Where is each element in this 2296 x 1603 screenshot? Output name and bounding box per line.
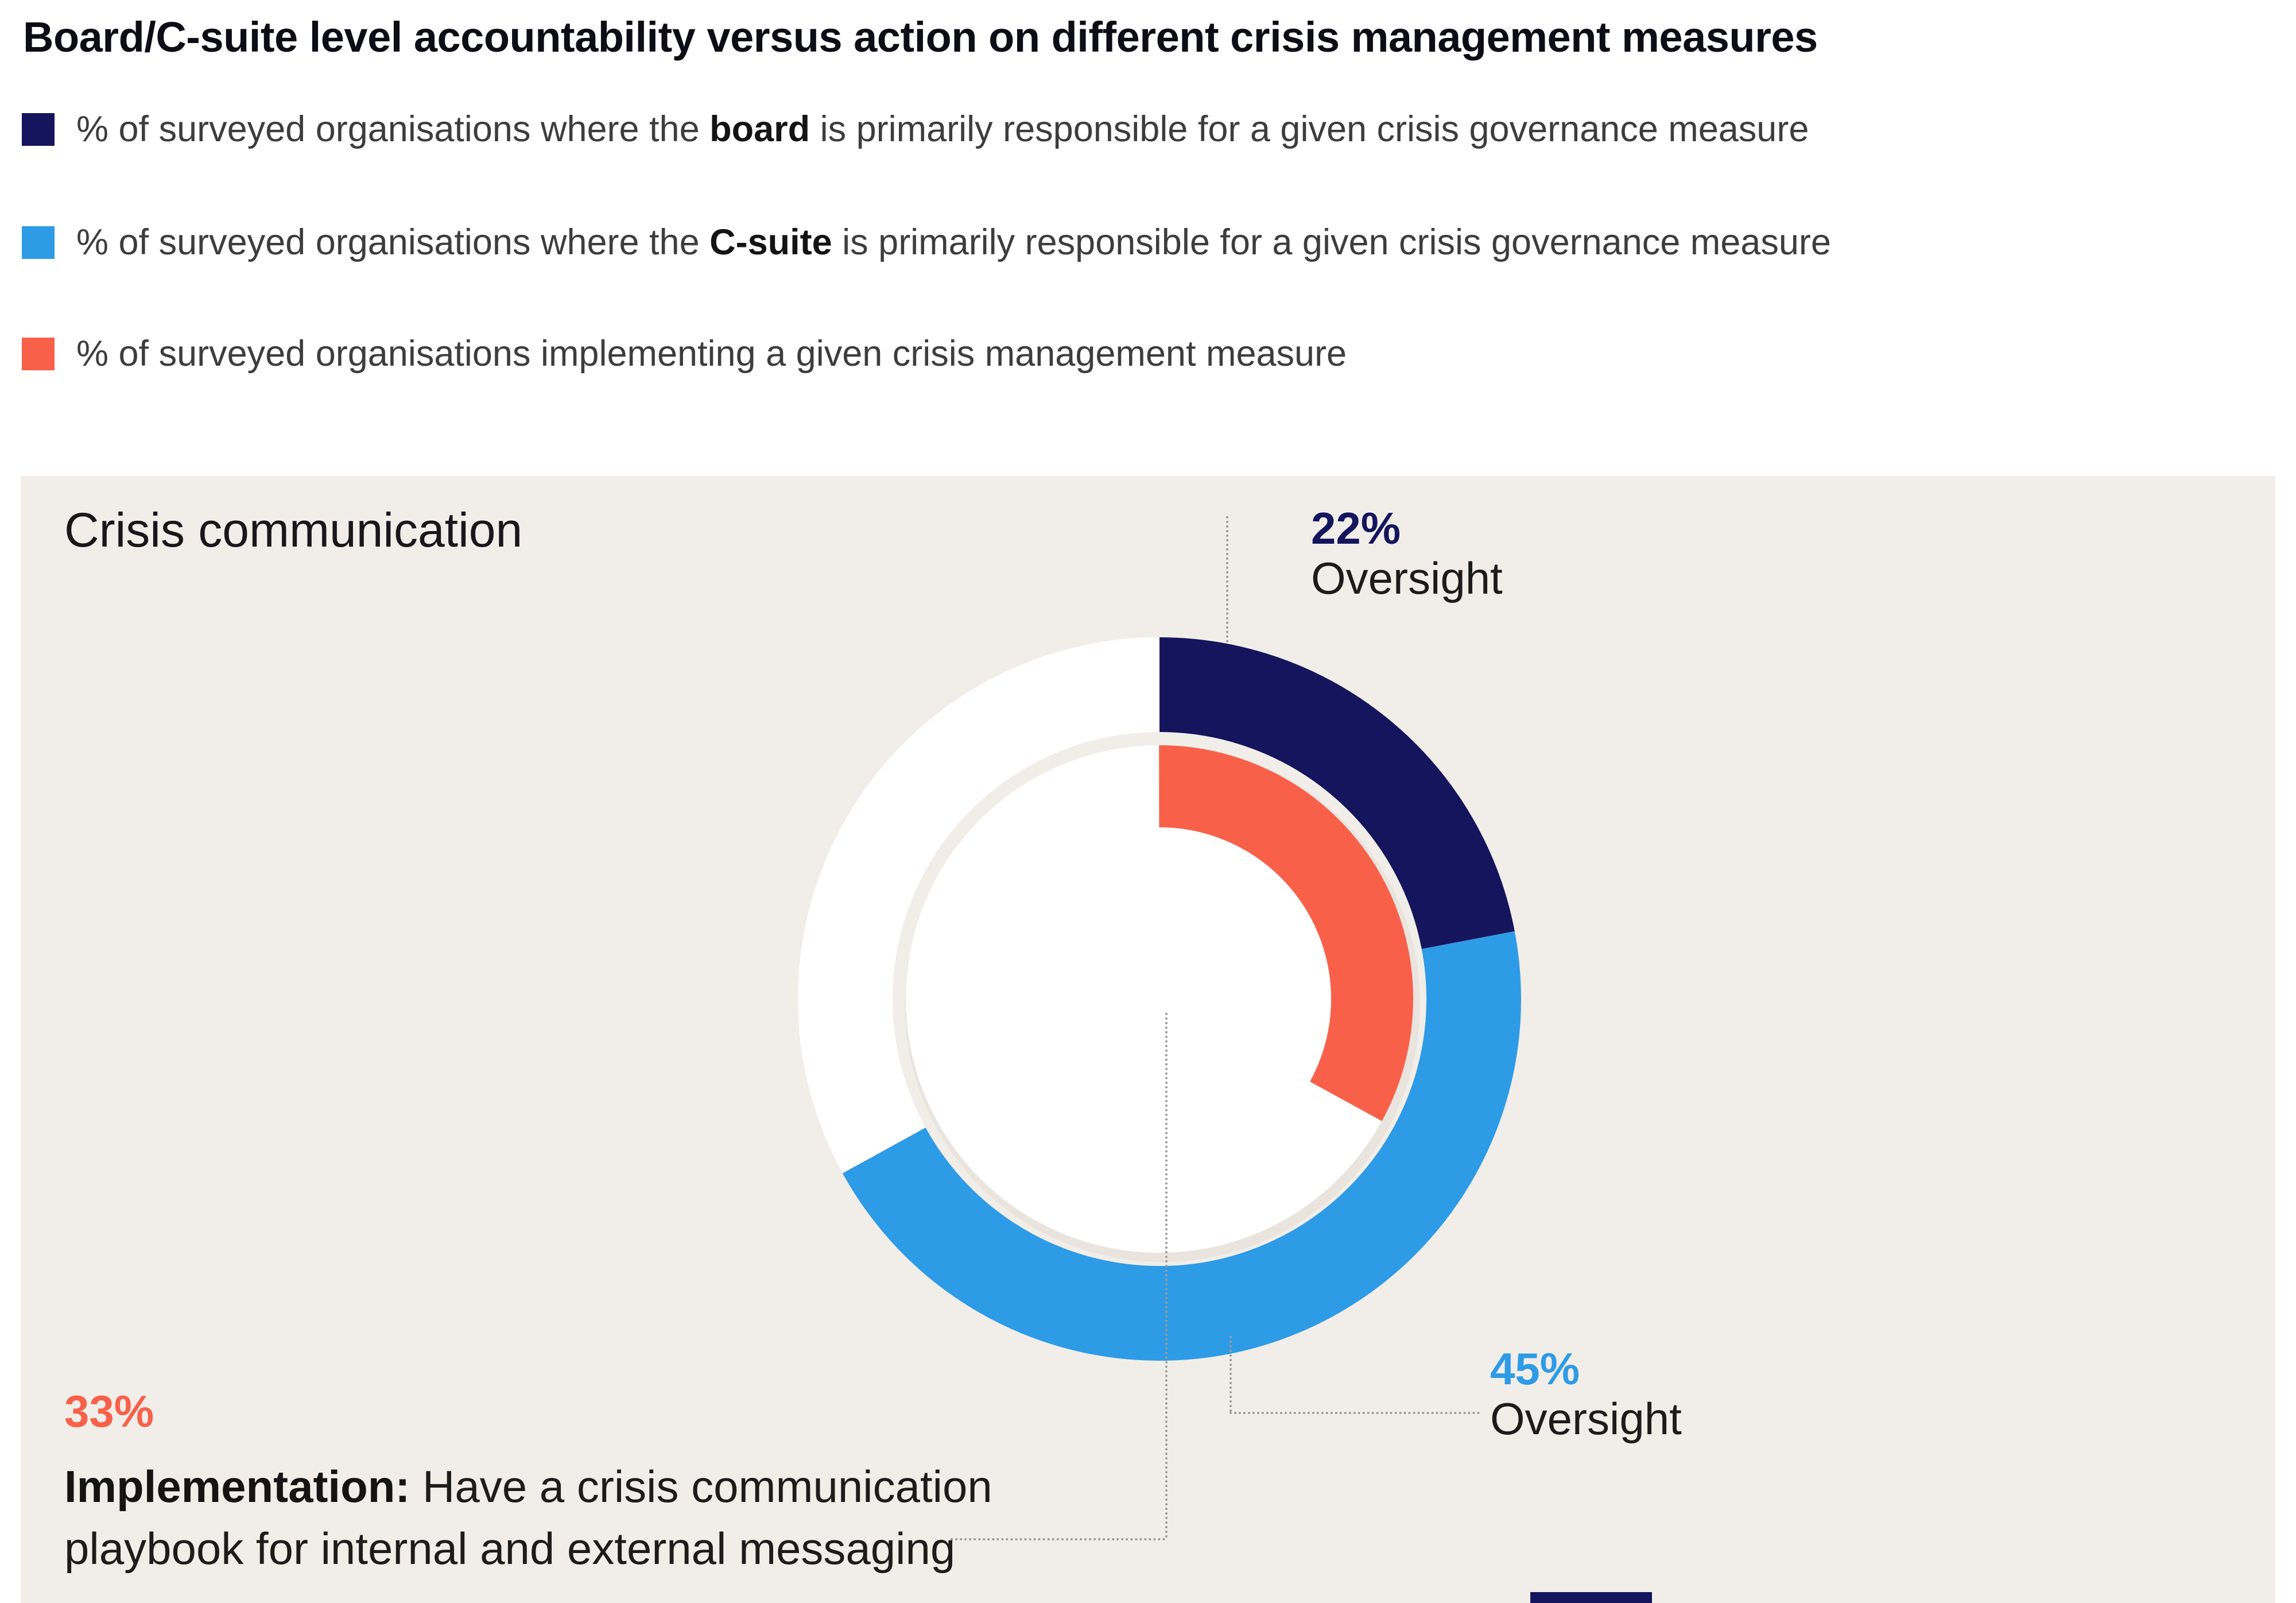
legend-label-implementation: % of surveyed organisations implementing…: [76, 333, 1347, 374]
legend-swatch-board: [22, 113, 55, 146]
next-chart-fragment: [1530, 1592, 1652, 1603]
board-oversight-value: 22%: [1311, 503, 1401, 553]
legend-swatch-implementation: [22, 337, 55, 370]
donut-chart-svg: [798, 637, 1521, 1361]
legend-text-bold: board: [709, 109, 810, 149]
legend-text-bold: C-suite: [709, 222, 832, 262]
legend-text-suffix: is primarily responsible for a given cri…: [810, 109, 1809, 149]
page-title: Board/C-suite level accountability versu…: [23, 13, 1818, 61]
panel-title: Crisis communication: [64, 503, 523, 557]
legend-text-prefix: % of surveyed organisations where the: [76, 222, 710, 262]
legend-text-suffix: is primarily responsible for a given cri…: [832, 222, 1831, 262]
implementation-label-bold: Implementation:: [64, 1461, 410, 1512]
implementation-value: 33%: [64, 1386, 154, 1436]
csuite-oversight-label: Oversight: [1490, 1393, 1682, 1445]
chart-panel: Crisis communication 22% Oversight 45% O…: [21, 476, 2275, 1603]
legend-label-csuite: % of surveyed organisations where the C-…: [76, 222, 1831, 263]
annotation-board-oversight: 22% Oversight: [1311, 503, 1503, 604]
legend-swatch-csuite: [22, 226, 55, 259]
legend-item-board: % of surveyed organisations where the bo…: [22, 106, 1809, 153]
inner-ring-implementation-segment: [906, 745, 1413, 1253]
implementation-leader-line-vertical: [1165, 1013, 1168, 1538]
outer-ring-csuite-segment: [798, 637, 1521, 1361]
csuite-leader-line-vertical: [1230, 1336, 1232, 1412]
legend-text-prefix: % of surveyed organisations where the: [76, 109, 710, 149]
implementation-label-rest: Have a crisis communication playbook for…: [64, 1461, 992, 1574]
legend-label-board: % of surveyed organisations where the bo…: [76, 109, 1809, 150]
legend-item-implementation: % of surveyed organisations implementing…: [22, 330, 1347, 377]
annotation-implementation: 33% Implementation: Have a crisis commun…: [64, 1386, 1017, 1580]
csuite-leader-line-horizontal: [1230, 1412, 1480, 1414]
outer-ring-board-segment: [798, 637, 1521, 1361]
implementation-leader-line-horizontal: [951, 1538, 1165, 1540]
csuite-oversight-value: 45%: [1490, 1343, 1580, 1394]
legend-text-prefix: % of surveyed organisations implementing…: [76, 334, 1347, 374]
board-oversight-label: Oversight: [1311, 553, 1503, 604]
implementation-label: Implementation: Have a crisis communicat…: [64, 1456, 1017, 1579]
donut-chart: [798, 637, 1521, 1361]
annotation-csuite-oversight: 45% Oversight: [1490, 1343, 1682, 1445]
legend-item-csuite: % of surveyed organisations where the C-…: [22, 219, 1831, 266]
board-leader-line: [1226, 516, 1228, 642]
